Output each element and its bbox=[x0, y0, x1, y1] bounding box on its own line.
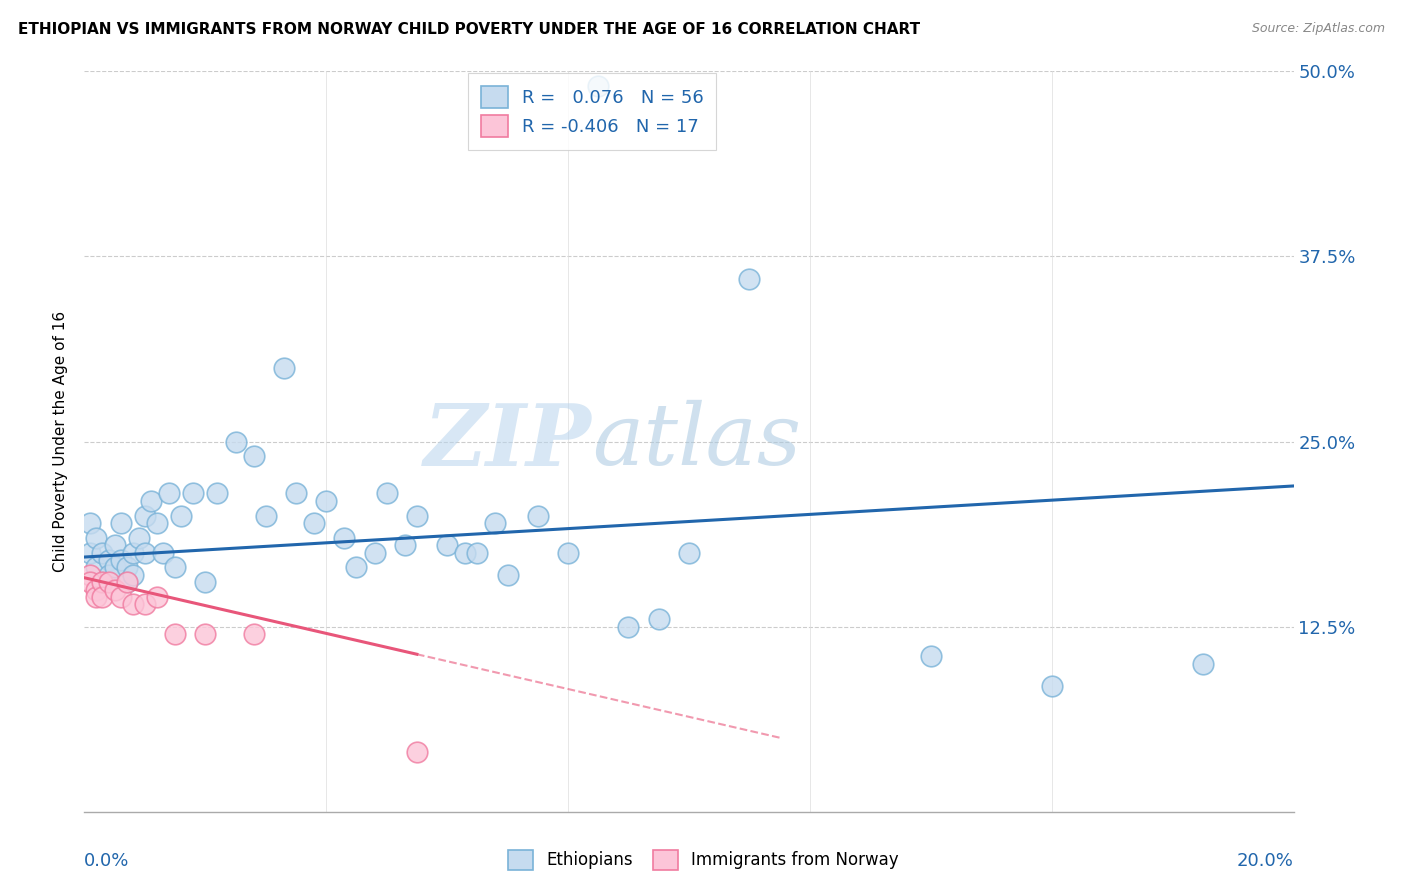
Point bbox=[315, 493, 337, 508]
Point bbox=[165, 560, 187, 574]
Point bbox=[194, 575, 217, 590]
Point bbox=[139, 493, 162, 508]
Point bbox=[104, 538, 127, 552]
Point bbox=[97, 567, 120, 582]
Point bbox=[273, 360, 295, 375]
Point bbox=[346, 560, 368, 574]
Point bbox=[406, 508, 429, 523]
Point bbox=[91, 575, 114, 590]
Point bbox=[134, 546, 156, 560]
Point bbox=[406, 746, 429, 760]
Point bbox=[375, 486, 398, 500]
Point bbox=[79, 567, 101, 582]
Point bbox=[104, 560, 127, 574]
Point bbox=[128, 531, 150, 545]
Point bbox=[242, 450, 264, 464]
Point bbox=[115, 560, 138, 574]
Point bbox=[527, 508, 550, 523]
Point bbox=[484, 516, 506, 530]
Point bbox=[333, 531, 356, 545]
Point bbox=[97, 553, 120, 567]
Point bbox=[165, 627, 187, 641]
Point bbox=[134, 598, 156, 612]
Point bbox=[363, 546, 385, 560]
Point bbox=[194, 627, 217, 641]
Text: ZIP: ZIP bbox=[425, 400, 592, 483]
Point bbox=[97, 575, 120, 590]
Point bbox=[617, 619, 640, 633]
Point bbox=[115, 575, 138, 590]
Point bbox=[1040, 679, 1063, 693]
Point bbox=[254, 508, 277, 523]
Point bbox=[157, 486, 180, 500]
Point bbox=[91, 575, 114, 590]
Point bbox=[920, 649, 942, 664]
Point bbox=[648, 612, 671, 626]
Point bbox=[181, 486, 204, 500]
Point bbox=[394, 538, 416, 552]
Text: ETHIOPIAN VS IMMIGRANTS FROM NORWAY CHILD POVERTY UNDER THE AGE OF 16 CORRELATIO: ETHIOPIAN VS IMMIGRANTS FROM NORWAY CHIL… bbox=[18, 22, 921, 37]
Point bbox=[146, 516, 169, 530]
Text: Source: ZipAtlas.com: Source: ZipAtlas.com bbox=[1251, 22, 1385, 36]
Point bbox=[79, 575, 101, 590]
Point bbox=[121, 598, 143, 612]
Text: 20.0%: 20.0% bbox=[1237, 853, 1294, 871]
Point bbox=[1192, 657, 1215, 671]
Point bbox=[110, 553, 132, 567]
Point bbox=[104, 582, 127, 597]
Point bbox=[285, 486, 308, 500]
Point bbox=[152, 546, 174, 560]
Point bbox=[91, 546, 114, 560]
Point bbox=[91, 590, 114, 604]
Point bbox=[302, 516, 325, 530]
Point bbox=[79, 546, 101, 560]
Point bbox=[225, 434, 247, 449]
Text: 0.0%: 0.0% bbox=[84, 853, 129, 871]
Point bbox=[121, 567, 143, 582]
Point bbox=[86, 590, 108, 604]
Point bbox=[110, 590, 132, 604]
Y-axis label: Child Poverty Under the Age of 16: Child Poverty Under the Age of 16 bbox=[53, 311, 69, 572]
Point bbox=[678, 546, 700, 560]
Point bbox=[242, 627, 264, 641]
Point bbox=[496, 567, 519, 582]
Point bbox=[557, 546, 579, 560]
Point bbox=[79, 516, 101, 530]
Legend: Ethiopians, Immigrants from Norway: Ethiopians, Immigrants from Norway bbox=[501, 843, 905, 877]
Point bbox=[121, 546, 143, 560]
Legend: R =   0.076   N = 56, R = -0.406   N = 17: R = 0.076 N = 56, R = -0.406 N = 17 bbox=[468, 73, 717, 150]
Point bbox=[436, 538, 458, 552]
Point bbox=[207, 486, 229, 500]
Point bbox=[454, 546, 477, 560]
Point bbox=[170, 508, 193, 523]
Point bbox=[86, 560, 108, 574]
Text: atlas: atlas bbox=[592, 401, 801, 483]
Point bbox=[110, 516, 132, 530]
Point bbox=[467, 546, 489, 560]
Point bbox=[134, 508, 156, 523]
Point bbox=[115, 575, 138, 590]
Point bbox=[588, 79, 610, 94]
Point bbox=[146, 590, 169, 604]
Point bbox=[86, 531, 108, 545]
Point bbox=[86, 582, 108, 597]
Point bbox=[738, 271, 761, 285]
